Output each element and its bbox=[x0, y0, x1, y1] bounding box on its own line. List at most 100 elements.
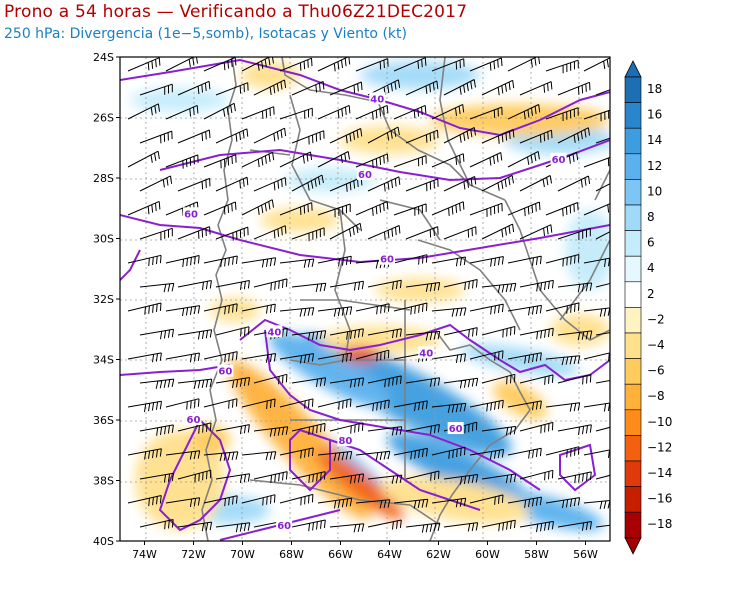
wind-barb bbox=[393, 254, 428, 265]
wind-barb bbox=[507, 496, 542, 508]
wind-barb bbox=[177, 226, 211, 240]
wind-barb bbox=[203, 57, 237, 72]
colorbar-label: 16 bbox=[647, 108, 662, 122]
wind-barb bbox=[203, 451, 239, 462]
isotach-label: 80 bbox=[338, 436, 352, 447]
isotach-label: 60 bbox=[552, 155, 566, 166]
wind-barb-path bbox=[165, 104, 199, 120]
wind-barb bbox=[165, 305, 201, 317]
colorbar-swatch bbox=[624, 511, 642, 539]
wind-barb-path bbox=[215, 522, 251, 533]
wind-barb-path bbox=[329, 128, 363, 144]
wind-barb-path bbox=[367, 328, 402, 339]
wind-barb bbox=[469, 57, 503, 72]
wind-barb-path bbox=[469, 256, 504, 267]
wind-barb bbox=[557, 471, 592, 484]
wind-barb bbox=[177, 329, 213, 340]
colorbar-swatch bbox=[624, 255, 642, 283]
wind-barb bbox=[583, 307, 610, 317]
wind-barb bbox=[127, 57, 161, 72]
wind-barb bbox=[279, 307, 315, 317]
lon-tick-label: 60W bbox=[475, 548, 500, 561]
wind-barb-path bbox=[139, 472, 174, 483]
wind-barb bbox=[329, 81, 363, 96]
wind-barb bbox=[165, 57, 198, 72]
isotach-label: 60 bbox=[184, 209, 198, 220]
wind-barb bbox=[177, 129, 211, 144]
wind-barb-path bbox=[469, 57, 503, 72]
wind-barb-path bbox=[583, 156, 610, 168]
wind-barb-path bbox=[507, 104, 541, 120]
wind-barb bbox=[139, 175, 173, 192]
wind-barb-path bbox=[127, 103, 160, 120]
wind-barb bbox=[545, 254, 580, 267]
wind-barb bbox=[177, 422, 212, 434]
wind-barb-path bbox=[431, 201, 465, 216]
wind-barb bbox=[317, 57, 351, 72]
wind-barb-path bbox=[431, 153, 465, 168]
wind-barb bbox=[317, 151, 350, 168]
colorbar-label: 12 bbox=[647, 159, 662, 173]
wind-barb bbox=[279, 107, 313, 120]
wind-barb-path bbox=[139, 175, 173, 192]
wind-barb-path bbox=[431, 307, 467, 317]
wind-barb bbox=[393, 400, 428, 412]
lat-tick-label: 24S bbox=[93, 51, 114, 64]
wind-barb bbox=[127, 150, 160, 168]
wind-barb-path bbox=[177, 80, 211, 96]
wind-barb-path bbox=[443, 327, 478, 338]
wind-barb-path bbox=[507, 352, 542, 364]
wind-barb-path bbox=[583, 449, 610, 458]
wind-barb-path bbox=[519, 421, 554, 434]
wind-barb-path bbox=[329, 523, 365, 533]
colorbar: 18 16 14 12 10 8 6 4 2 −2 −4 −6 −8 −10 −12 −14 −16 −18 bbox=[624, 60, 672, 555]
wind-barb-path bbox=[367, 79, 401, 96]
wind-barb bbox=[405, 522, 441, 533]
wind-barb-path bbox=[177, 226, 211, 240]
wind-barb-path bbox=[519, 224, 553, 240]
wind-barb-path bbox=[545, 355, 581, 366]
wind-barb bbox=[481, 79, 515, 96]
wind-barb-path bbox=[519, 327, 554, 340]
wind-barb-path bbox=[519, 279, 554, 292]
wind-barb-path bbox=[481, 129, 515, 144]
wind-barb-path bbox=[405, 282, 441, 292]
wind-barb-path bbox=[557, 330, 593, 341]
wind-barb-path bbox=[329, 377, 365, 388]
wind-barb-path bbox=[519, 520, 554, 533]
colorbar-label: −6 bbox=[647, 364, 665, 378]
isotach-label-bg bbox=[550, 152, 567, 165]
wind-barb-path bbox=[443, 226, 477, 240]
wind-barb bbox=[291, 519, 326, 532]
wind-barb-path bbox=[431, 103, 465, 120]
wind-barb bbox=[557, 330, 593, 341]
wind-barb bbox=[253, 225, 287, 240]
colorbar-label: −12 bbox=[647, 440, 672, 454]
wind-barb-path bbox=[241, 353, 277, 363]
wind-barb-path bbox=[329, 222, 362, 240]
wind-barb-path bbox=[329, 422, 364, 434]
isotach-label: 60 bbox=[449, 424, 463, 435]
wind-barb-path bbox=[431, 353, 467, 363]
wind-barb-path bbox=[583, 307, 610, 317]
wind-barb bbox=[431, 153, 465, 168]
lon-tick-label: 68W bbox=[279, 548, 304, 561]
wind-barb bbox=[127, 103, 160, 120]
wind-barb-path bbox=[545, 59, 579, 74]
wind-barb-path bbox=[367, 225, 401, 240]
wind-barb-path bbox=[241, 451, 277, 461]
wind-barb-path bbox=[393, 203, 427, 216]
wind-barb-path bbox=[355, 399, 390, 412]
wind-barb bbox=[405, 424, 440, 435]
map-panel bbox=[120, 57, 610, 541]
wind-barb bbox=[393, 203, 427, 216]
wind-barb bbox=[431, 103, 465, 120]
lat-tick-label: 26S bbox=[93, 112, 114, 125]
wind-barb-path bbox=[393, 155, 427, 168]
wind-barb bbox=[279, 353, 315, 364]
wind-barb-path bbox=[469, 202, 503, 217]
wind-barb bbox=[329, 422, 364, 434]
colorbar-bottom-arrow bbox=[624, 537, 642, 555]
wind-barb bbox=[557, 282, 593, 293]
wind-barb-path bbox=[177, 378, 213, 389]
